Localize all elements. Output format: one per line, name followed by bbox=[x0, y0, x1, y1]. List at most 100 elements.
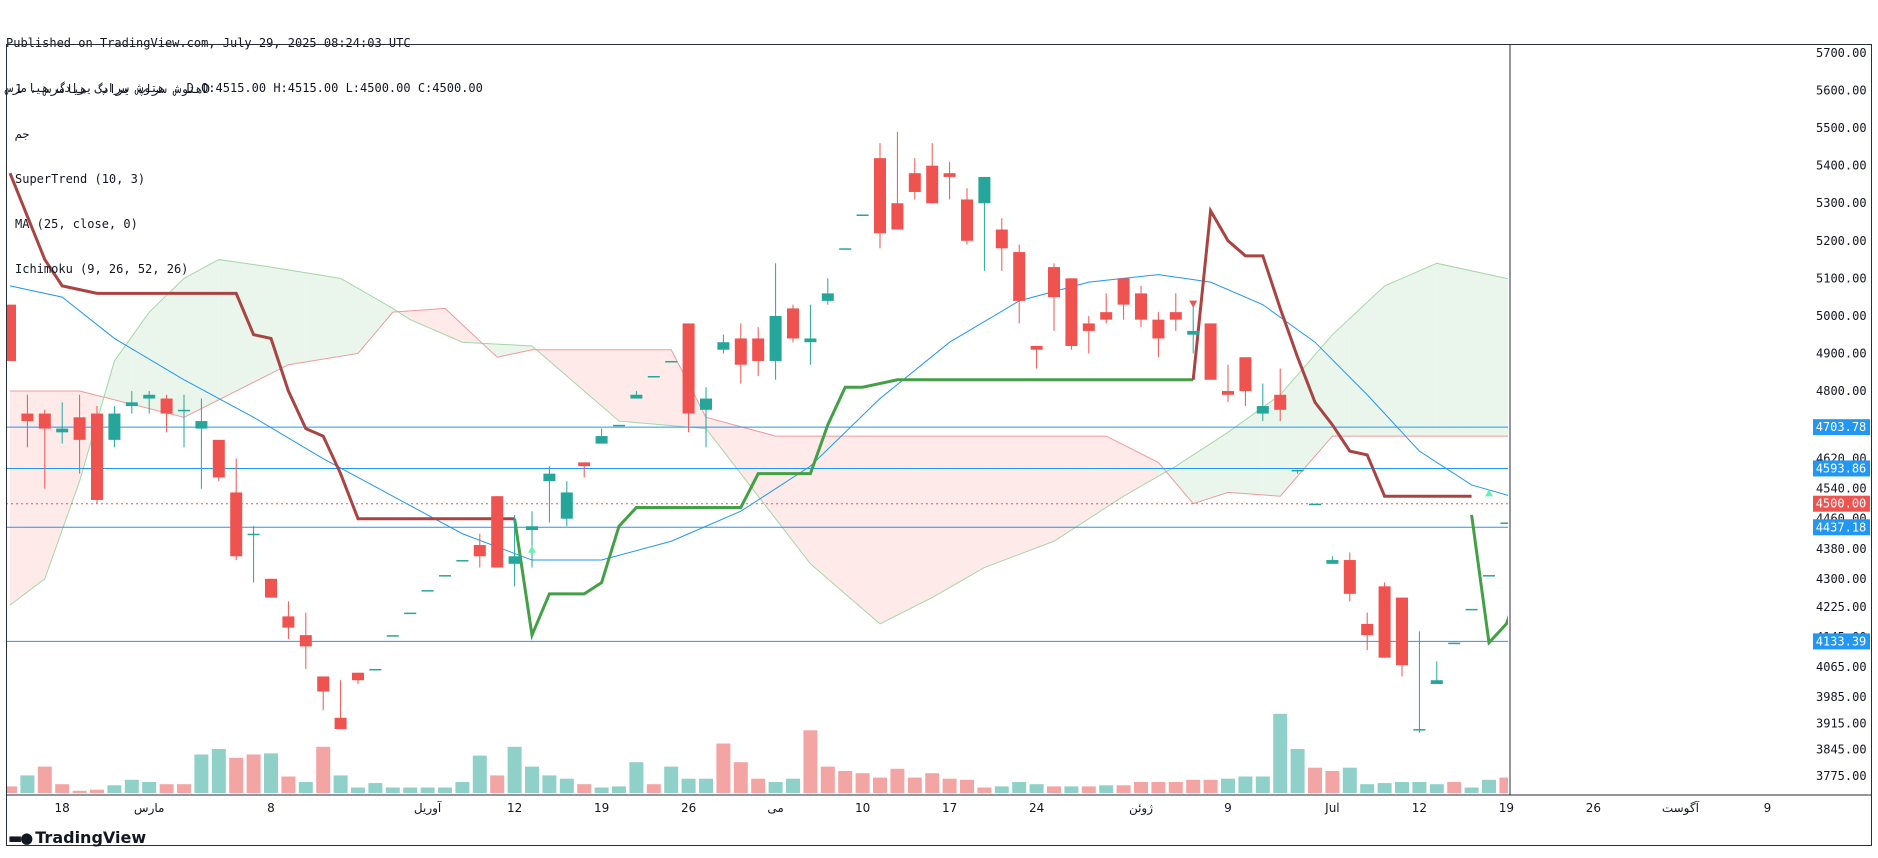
volume-bar bbox=[960, 779, 974, 793]
legend-symbol[interactable]: هتوش سراپ یرادگ هیامرس ، 1D bbox=[15, 82, 211, 96]
volume-bar bbox=[1064, 786, 1079, 793]
candle-body bbox=[769, 315, 782, 361]
candle bbox=[1413, 631, 1426, 733]
candle bbox=[995, 218, 1008, 271]
time-axis-label: مارس bbox=[134, 801, 165, 816]
ichimoku-cloud-segment bbox=[1367, 285, 1385, 437]
candle-body bbox=[1535, 406, 1547, 408]
candle bbox=[1361, 612, 1374, 651]
volume-bar bbox=[786, 778, 800, 793]
volume-bar bbox=[1534, 738, 1548, 793]
volume-bar bbox=[1552, 774, 1566, 793]
volume-bar bbox=[1447, 782, 1462, 793]
legend-supertrend[interactable]: SuperTrend (10, 3) bbox=[15, 172, 146, 186]
volume-bar bbox=[1377, 783, 1392, 793]
candle-body bbox=[282, 616, 295, 628]
candle bbox=[926, 143, 939, 204]
candle-body bbox=[839, 248, 852, 250]
volume-bar bbox=[1569, 778, 1583, 793]
ichimoku-cloud-segment bbox=[340, 278, 358, 357]
candle-body bbox=[630, 394, 643, 399]
level-price-label: 4593.86 bbox=[1816, 461, 1867, 475]
candle bbox=[1274, 368, 1287, 422]
candle-body bbox=[1169, 312, 1182, 320]
volume-bar bbox=[1360, 784, 1375, 793]
volume-bar bbox=[7, 786, 17, 793]
ichimoku-cloud-segment bbox=[1106, 436, 1124, 508]
candle-body bbox=[1605, 447, 1617, 462]
candle-body bbox=[1587, 399, 1599, 429]
ichimoku-cloud-segment bbox=[1193, 443, 1211, 504]
candle bbox=[1117, 278, 1130, 320]
volume-bar bbox=[1047, 786, 1061, 793]
ichimoku-cloud-segment bbox=[1349, 302, 1368, 437]
candle-body bbox=[856, 214, 869, 217]
volume-bar bbox=[385, 787, 400, 793]
candle bbox=[821, 278, 834, 305]
candle-body bbox=[1570, 380, 1582, 414]
ichimoku-cloud-segment bbox=[967, 436, 985, 578]
candle-body bbox=[543, 473, 556, 482]
candle-body bbox=[56, 428, 69, 433]
candle-body bbox=[73, 417, 86, 440]
time-axis-label: 10 bbox=[855, 801, 870, 815]
candle bbox=[1378, 582, 1391, 658]
candle bbox=[943, 161, 956, 200]
ichimoku-cloud-segment bbox=[427, 308, 445, 335]
candle-body bbox=[961, 199, 973, 241]
ichimoku-cloud-segment bbox=[949, 436, 967, 588]
candle bbox=[1448, 642, 1461, 645]
candle bbox=[334, 680, 347, 730]
candle bbox=[578, 462, 591, 478]
ichimoku-cloud-segment bbox=[706, 417, 724, 452]
ichimoku-span-a-line bbox=[9, 259, 1508, 625]
candle-body bbox=[1222, 391, 1234, 395]
ichimoku-cloud-segment bbox=[810, 436, 828, 579]
ichimoku-cloud-segment bbox=[1611, 297, 1628, 426]
candle bbox=[73, 394, 86, 474]
candle bbox=[613, 424, 625, 427]
price-axis-label: 5300.00 bbox=[1816, 196, 1867, 210]
price-axis-label: 5000.00 bbox=[1816, 309, 1867, 323]
current-price-label: 4500.00 bbox=[1816, 497, 1867, 511]
candle bbox=[160, 394, 173, 433]
candle bbox=[630, 391, 643, 399]
candle bbox=[1500, 522, 1508, 524]
ichimoku-span-b-line bbox=[10, 307, 1508, 505]
volume-bar bbox=[751, 778, 766, 793]
candle-body bbox=[160, 398, 173, 414]
volume-bar bbox=[455, 782, 470, 793]
level-price-label-bg bbox=[1813, 419, 1870, 436]
supertrend-sell-signal bbox=[1189, 300, 1198, 308]
volume-bar bbox=[1238, 776, 1253, 793]
volume-bar bbox=[1081, 786, 1096, 793]
volume-bar bbox=[1151, 782, 1166, 793]
candle-body bbox=[926, 165, 939, 204]
legend-ma[interactable]: MA (25, close, 0) bbox=[15, 217, 138, 231]
candle bbox=[1326, 556, 1339, 564]
legend-ichimoku[interactable]: Ichimoku (9, 26, 52, 26) bbox=[15, 262, 189, 276]
volume-bar bbox=[1499, 777, 1508, 793]
candle bbox=[491, 496, 504, 568]
ichimoku-cloud-segment bbox=[1454, 267, 1472, 437]
tradingview-brand[interactable]: ▬● TradingView bbox=[8, 828, 146, 847]
volume-bar bbox=[803, 730, 818, 793]
volume-bar bbox=[1255, 776, 1270, 793]
candle-body bbox=[1030, 345, 1043, 350]
candle bbox=[195, 398, 208, 489]
ichimoku-cloud-segment bbox=[166, 278, 184, 418]
candle-body bbox=[212, 439, 225, 478]
published-line: Published on TradingView.com, July 29, 2… bbox=[6, 36, 411, 50]
ichimoku-cloud-segment bbox=[44, 391, 63, 579]
candle bbox=[1152, 312, 1165, 358]
ichimoku-cloud-segment bbox=[1628, 303, 1645, 421]
ichimoku-cloud-segment bbox=[549, 349, 567, 377]
volume-bar bbox=[646, 784, 661, 793]
volume-bar bbox=[559, 778, 574, 793]
candle bbox=[839, 248, 852, 250]
ichimoku-cloud-segment bbox=[566, 349, 585, 392]
candle bbox=[1169, 293, 1182, 331]
tradingview-logo-icon: ▬● bbox=[8, 828, 33, 847]
ichimoku-cloud-segment bbox=[1228, 419, 1246, 494]
